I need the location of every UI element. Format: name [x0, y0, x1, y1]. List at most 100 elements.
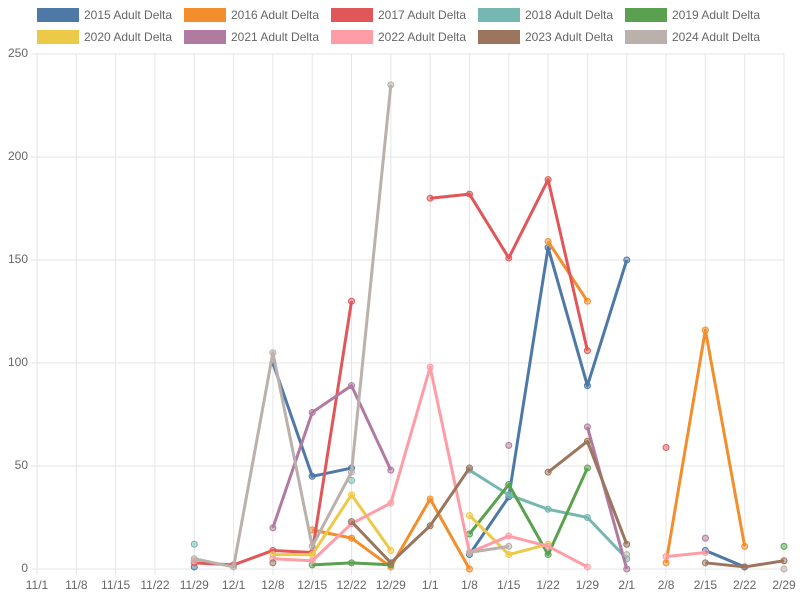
point	[701, 559, 709, 567]
x-tick-label: 1/1	[422, 578, 439, 592]
point	[230, 563, 238, 571]
point	[780, 542, 788, 550]
legend-label: 2018 Adult Delta	[525, 8, 613, 22]
point	[387, 81, 395, 89]
point	[308, 557, 316, 565]
point	[583, 423, 591, 431]
legend-swatch	[37, 30, 79, 44]
point	[387, 546, 395, 554]
legend-swatch	[478, 8, 520, 22]
point	[701, 549, 709, 557]
point	[348, 476, 356, 484]
legend-label: 2024 Adult Delta	[672, 30, 760, 44]
x-tick-label: 2/8	[658, 578, 675, 592]
point	[583, 297, 591, 305]
point	[583, 464, 591, 472]
y-tick-label: 250	[8, 46, 28, 60]
point	[348, 534, 356, 542]
point	[387, 466, 395, 474]
x-tick-label: 11/8	[65, 578, 88, 592]
legend-swatch	[625, 30, 667, 44]
legend-swatch	[331, 8, 373, 22]
point	[269, 349, 277, 357]
legend-swatch	[184, 30, 226, 44]
point	[662, 553, 670, 561]
point	[623, 256, 631, 264]
point	[623, 565, 631, 573]
legend-swatch	[37, 8, 79, 22]
point	[741, 563, 749, 571]
x-tick-label: 12/15	[297, 578, 327, 592]
point	[544, 237, 552, 245]
point	[701, 326, 709, 334]
y-tick-label: 0	[21, 561, 28, 575]
point	[780, 565, 788, 573]
point	[701, 534, 709, 542]
point	[190, 540, 198, 548]
point	[583, 437, 591, 445]
y-tick-label: 150	[8, 252, 28, 266]
point	[623, 551, 631, 559]
point	[308, 542, 316, 550]
x-tick-label: 11/1	[26, 578, 49, 592]
x-tick-label: 2/1	[618, 578, 635, 592]
point	[505, 491, 513, 499]
point	[348, 491, 356, 499]
point	[583, 563, 591, 571]
point	[426, 522, 434, 530]
y-tick-label: 50	[15, 458, 29, 472]
legend-swatch	[625, 8, 667, 22]
point	[544, 468, 552, 476]
x-tick-label: 11/15	[101, 578, 130, 592]
legend-swatch	[478, 30, 520, 44]
legend-label: 2016 Adult Delta	[231, 8, 319, 22]
point	[741, 542, 749, 550]
point	[308, 408, 316, 416]
point	[308, 472, 316, 480]
point	[426, 363, 434, 371]
y-tick-label: 100	[8, 355, 28, 369]
point	[583, 347, 591, 355]
point	[544, 551, 552, 559]
x-tick-label: 1/22	[536, 578, 560, 592]
x-tick-label: 1/15	[497, 578, 521, 592]
point	[348, 382, 356, 390]
legend-label: 2017 Adult Delta	[378, 8, 466, 22]
point	[505, 551, 513, 559]
point	[505, 532, 513, 540]
point	[544, 176, 552, 184]
x-tick-label: 12/1	[222, 578, 246, 592]
point	[269, 559, 277, 567]
x-tick-label: 11/29	[180, 578, 209, 592]
point	[583, 382, 591, 390]
plot	[190, 81, 788, 573]
legend-label: 2015 Adult Delta	[84, 8, 172, 22]
x-tick-label: 12/22	[337, 578, 367, 592]
y-tick-label: 200	[8, 149, 28, 163]
legend-swatch	[184, 8, 226, 22]
point	[623, 540, 631, 548]
point	[662, 443, 670, 451]
point	[465, 464, 473, 472]
legend-label: 2019 Adult Delta	[672, 8, 760, 22]
x-tick-label: 12/29	[376, 578, 406, 592]
point	[269, 524, 277, 532]
point	[348, 468, 356, 476]
point	[190, 555, 198, 563]
x-tick-label: 11/22	[140, 578, 169, 592]
series-line	[273, 386, 705, 569]
point	[465, 190, 473, 198]
legend-label: 2022 Adult Delta	[378, 30, 466, 44]
x-tick-label: 1/8	[461, 578, 478, 592]
point	[465, 565, 473, 573]
series-line	[350, 439, 785, 569]
point	[426, 194, 434, 202]
point	[348, 518, 356, 526]
point	[465, 549, 473, 557]
point	[348, 297, 356, 305]
point	[387, 499, 395, 507]
point	[505, 254, 513, 262]
legend-swatch	[331, 30, 373, 44]
point	[426, 495, 434, 503]
